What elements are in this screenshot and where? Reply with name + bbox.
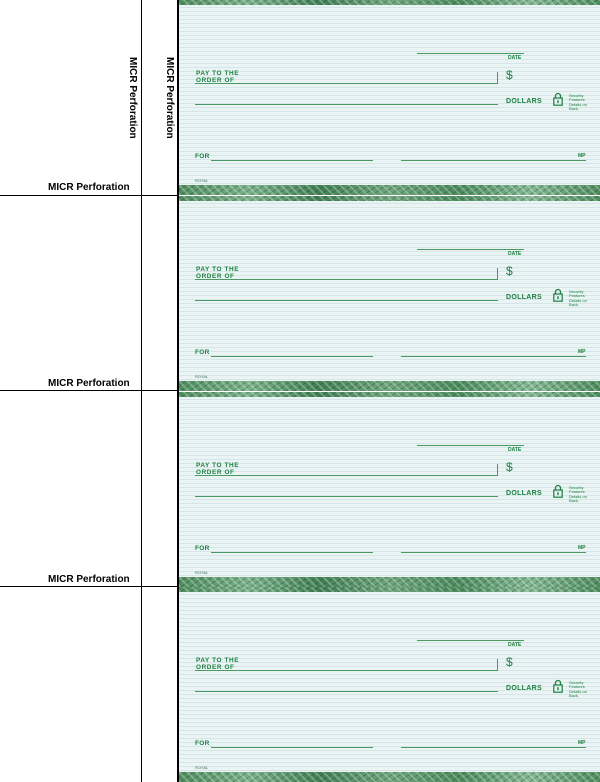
dollars-label: DOLLARS <box>506 685 542 692</box>
security-band-bottom <box>179 185 600 195</box>
pay-to-the-line: PAY TO THE <box>196 462 240 469</box>
mp-label: MP <box>578 153 586 159</box>
date-label: DATE <box>508 251 522 257</box>
micr-perforation-label: MICR Perforation <box>48 182 130 193</box>
padlock-icon <box>553 288 563 302</box>
memo-field[interactable] <box>211 747 373 748</box>
security-features-note: Security Features Details on Back. <box>569 289 587 307</box>
pay-to-the-order-label: PAY TO THE ORDER OF <box>196 70 240 84</box>
dollar-sign: $ <box>506 264 513 278</box>
order-of-line: ORDER OF <box>196 272 235 280</box>
dollars-label: DOLLARS <box>506 490 542 497</box>
payee-field[interactable] <box>195 279 498 280</box>
dollar-sign: $ <box>506 460 513 474</box>
security-band-bottom <box>179 577 600 587</box>
maker-mark: ROYAL <box>195 765 209 770</box>
payee-field[interactable] <box>195 475 498 476</box>
dollar-sign: $ <box>506 68 513 82</box>
date-field[interactable] <box>417 53 524 54</box>
padlock-icon <box>553 484 563 498</box>
check: DATE PAY TO THE ORDER OF $ DOLLARS Secur… <box>179 196 600 391</box>
security-band-top <box>179 0 600 5</box>
payee-field[interactable] <box>195 83 498 84</box>
security-band-top <box>179 392 600 397</box>
payee-field-end <box>497 659 498 670</box>
for-label: FOR <box>195 545 210 552</box>
signature-field[interactable] <box>401 160 586 161</box>
signature-field[interactable] <box>401 747 586 748</box>
payee-field-end <box>497 464 498 475</box>
mp-label: MP <box>578 349 586 355</box>
order-of-line: ORDER OF <box>196 76 235 84</box>
for-label: FOR <box>195 349 210 356</box>
security-band-bottom <box>179 772 600 782</box>
stub-column-left <box>0 0 142 782</box>
micr-perforation-label: MICR Perforation <box>48 378 130 389</box>
date-label: DATE <box>508 447 522 453</box>
dollars-label: DOLLARS <box>506 294 542 301</box>
pay-to-the-line: PAY TO THE <box>196 657 240 664</box>
order-of-line: ORDER OF <box>196 468 235 476</box>
memo-field[interactable] <box>211 552 373 553</box>
maker-mark: ROYAL <box>195 178 209 183</box>
security-features-note: Security Features Details on Back. <box>569 680 587 698</box>
payee-field-end <box>497 72 498 83</box>
for-label: FOR <box>195 740 210 747</box>
date-field[interactable] <box>417 249 524 250</box>
date-field[interactable] <box>417 445 524 446</box>
payee-field-end <box>497 268 498 279</box>
security-features-note: Security Features Details on Back. <box>569 485 587 503</box>
padlock-icon <box>553 679 563 693</box>
micr-perforation-vertical-label: MICR Perforation <box>127 57 138 139</box>
security-features-note: Security Features Details on Back. <box>569 93 587 111</box>
dollars-label: DOLLARS <box>506 98 542 105</box>
stub-column-narrow <box>142 0 179 782</box>
pay-to-the-order-label: PAY TO THE ORDER OF <box>196 657 240 671</box>
perforation-line <box>0 586 178 587</box>
pay-to-the-line: PAY TO THE <box>196 266 240 273</box>
mp-label: MP <box>578 740 586 746</box>
check: DATE PAY TO THE ORDER OF $ DOLLARS Secur… <box>179 392 600 587</box>
pay-to-the-order-label: PAY TO THE ORDER OF <box>196 462 240 476</box>
maker-mark: ROYAL <box>195 374 209 379</box>
memo-field[interactable] <box>211 356 373 357</box>
security-band-bottom <box>179 381 600 391</box>
amount-words-field[interactable] <box>195 300 498 301</box>
date-label: DATE <box>508 642 522 648</box>
memo-field[interactable] <box>211 160 373 161</box>
pay-to-the-order-label: PAY TO THE ORDER OF <box>196 266 240 280</box>
security-band-top <box>179 587 600 592</box>
signature-field[interactable] <box>401 356 586 357</box>
amount-words-field[interactable] <box>195 691 498 692</box>
order-of-line: ORDER OF <box>196 663 235 671</box>
mp-label: MP <box>578 545 586 551</box>
payee-field[interactable] <box>195 670 498 671</box>
check: DATE PAY TO THE ORDER OF $ DOLLARS Secur… <box>179 587 600 782</box>
date-field[interactable] <box>417 640 524 641</box>
maker-mark: ROYAL <box>195 570 209 575</box>
perforation-line <box>0 390 178 391</box>
padlock-icon <box>553 92 563 106</box>
amount-words-field[interactable] <box>195 104 498 105</box>
perforation-line <box>0 195 178 196</box>
for-label: FOR <box>195 153 210 160</box>
micr-perforation-label: MICR Perforation <box>48 574 130 585</box>
signature-field[interactable] <box>401 552 586 553</box>
micr-perforation-vertical-label: MICR Perforation <box>164 57 175 139</box>
check: DATE PAY TO THE ORDER OF $ DOLLARS Secur… <box>179 0 600 195</box>
amount-words-field[interactable] <box>195 496 498 497</box>
dollar-sign: $ <box>506 655 513 669</box>
pay-to-the-line: PAY TO THE <box>196 70 240 77</box>
date-label: DATE <box>508 55 522 61</box>
security-band-top <box>179 196 600 201</box>
